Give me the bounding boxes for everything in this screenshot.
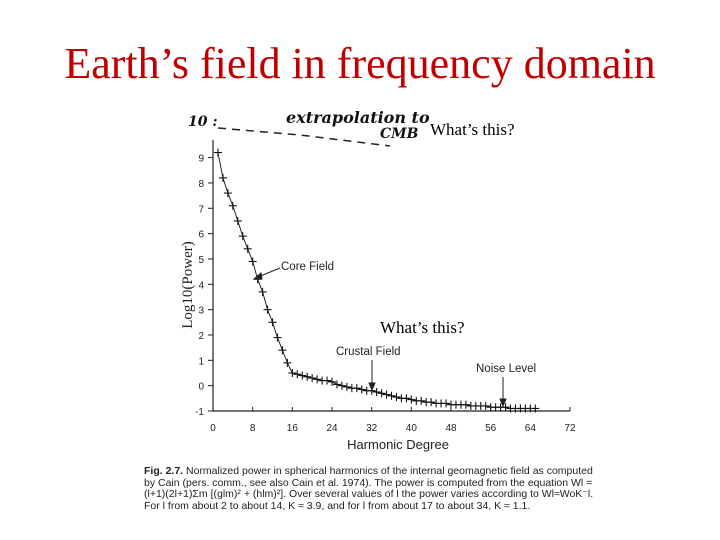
handwritten-cmb: CMB [380,126,419,142]
handwritten-ten-label: 10 : [188,114,218,130]
x-tick-label: 72 [564,423,576,434]
y-tick-label: 5 [198,255,204,266]
annotation-arrows [252,267,507,408]
series-line [217,152,536,409]
chart-marks [213,148,540,413]
y-tick-label: 9 [198,154,204,165]
y-tick-label: 0 [198,382,204,393]
y-tick-label: 6 [198,230,204,241]
x-tick-label: 64 [525,423,537,434]
y-tick-label: 8 [198,179,204,190]
annotation-noise-level: Noise Level [476,363,536,375]
y-tick-label: -1 [195,407,204,418]
x-tick-label: 16 [287,423,299,434]
y-tick-label: 7 [198,204,204,215]
handwritten-extrapolation: extrapolation to [286,108,430,127]
x-tick-label: 24 [326,423,338,434]
x-axis-label: Harmonic Degree [347,437,449,452]
x-tick-label: 32 [366,423,378,434]
y-tick-label: 1 [198,356,204,367]
x-tick-label: 0 [210,423,216,434]
slide-title: Earth’s field in frequency domain [64,39,656,88]
figure-caption: Fig. 2.7. Normalized power in spherical … [144,465,600,512]
y-axis-label: Log10(Power) [180,241,196,328]
caption-text: Normalized power in spherical harmonics … [144,465,594,512]
y-tick-label: 4 [198,280,204,291]
question-top: What’s this? [430,120,515,139]
y-tick-label: 3 [198,306,204,317]
annotation-core-field: Core Field [281,261,334,273]
question-mid: What’s this? [380,318,465,337]
x-tick-label: 56 [485,423,497,434]
extrapolation-line [217,127,391,147]
x-tick-label: 40 [406,423,418,434]
annotation-crustal-field: Crustal Field [336,346,401,358]
x-tick-label: 48 [445,423,457,434]
caption-fig-label: Fig. 2.7. [144,465,184,477]
y-tick-label: 2 [198,331,204,342]
x-tick-label: 8 [250,423,256,434]
